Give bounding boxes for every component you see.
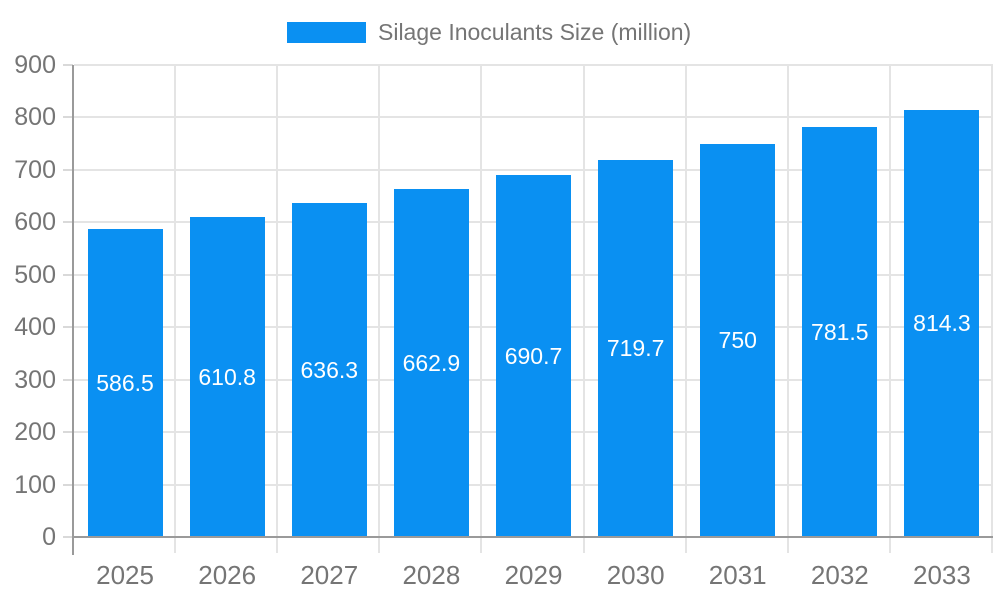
y-axis-tick-label: 800 [14, 103, 56, 132]
y-axis-tick [63, 431, 73, 434]
gridline-vertical [378, 65, 381, 537]
x-axis-tick [888, 537, 891, 553]
y-axis-tick [63, 378, 73, 381]
gridline-horizontal [74, 116, 993, 119]
x-axis-tick-label: 2025 [96, 560, 154, 590]
y-axis-tick [63, 273, 73, 276]
x-axis-tick [174, 537, 177, 553]
gridline-vertical [582, 65, 585, 537]
y-axis-tick [63, 64, 73, 66]
y-axis-tick [63, 536, 73, 538]
y-axis-tick-label: 0 [42, 523, 56, 551]
bar-value-label: 690.7 [504, 342, 563, 369]
bar[interactable] [291, 203, 367, 537]
bar-value-label: 662.9 [402, 350, 461, 377]
bar[interactable] [802, 127, 878, 537]
y-axis-tick-label: 900 [14, 51, 56, 79]
bar[interactable] [904, 109, 980, 537]
legend-swatch [287, 22, 366, 43]
x-axis-tick-label: 2027 [300, 560, 359, 590]
x-axis-tick [786, 537, 789, 553]
x-axis-tick-label: 2031 [708, 560, 767, 590]
x-axis-tick-label: 2033 [913, 560, 971, 590]
gridline-vertical [276, 65, 279, 537]
y-axis-tick [63, 221, 73, 224]
y-axis-tick [63, 483, 73, 486]
bar-value-label: 719.7 [606, 335, 665, 362]
x-axis-tick [378, 537, 381, 553]
bar-value-label: 636.3 [300, 357, 359, 384]
bar-value-label: 781.5 [811, 319, 869, 346]
bar[interactable] [87, 229, 163, 537]
x-axis-tick [991, 537, 993, 553]
gridline-vertical [888, 65, 891, 537]
bar[interactable] [598, 159, 674, 537]
bar[interactable] [700, 143, 776, 537]
bar[interactable] [189, 216, 265, 537]
bar-value-label: 610.8 [198, 363, 256, 390]
x-axis-tick [684, 537, 687, 553]
y-axis-tick-label: 700 [14, 155, 56, 184]
bar[interactable] [496, 174, 571, 537]
legend-item[interactable]: Silage Inoculants Size (million) [287, 20, 691, 45]
x-axis-tick [582, 537, 585, 553]
y-axis-tick-label: 100 [14, 470, 56, 499]
x-axis-tick-label: 2026 [198, 560, 257, 590]
x-axis-tick [276, 537, 279, 553]
y-axis-line [72, 65, 74, 555]
y-axis-tick-label: 600 [14, 208, 56, 237]
bar-value-label: 586.5 [96, 370, 154, 397]
y-axis-tick [63, 326, 73, 329]
gridline-horizontal [74, 168, 993, 171]
gridline-vertical [174, 65, 177, 537]
bar-value-label: 750 [718, 327, 757, 354]
legend-label: Silage Inoculants Size (million) [378, 19, 692, 45]
y-axis-tick-label: 400 [14, 313, 56, 342]
gridline-vertical [480, 65, 483, 537]
x-axis-tick [480, 537, 483, 553]
x-axis-tick-label: 2029 [504, 560, 563, 590]
gridline-vertical [684, 65, 687, 537]
gridline-vertical [991, 65, 993, 537]
x-axis-line [72, 536, 993, 538]
y-axis-tick-label: 500 [14, 260, 56, 289]
y-axis-tick [63, 116, 73, 119]
x-axis-tick-label: 2030 [606, 560, 665, 590]
y-axis-tick-label: 200 [14, 418, 56, 447]
y-axis-tick-label: 300 [14, 365, 56, 394]
gridline-vertical [786, 65, 789, 537]
bar-value-label: 814.3 [913, 310, 971, 337]
y-axis-tick [63, 168, 73, 171]
bar[interactable] [393, 189, 469, 537]
x-axis-tick-label: 2028 [402, 560, 461, 590]
x-axis-tick-label: 2032 [810, 560, 869, 590]
gridline-horizontal [74, 64, 993, 66]
